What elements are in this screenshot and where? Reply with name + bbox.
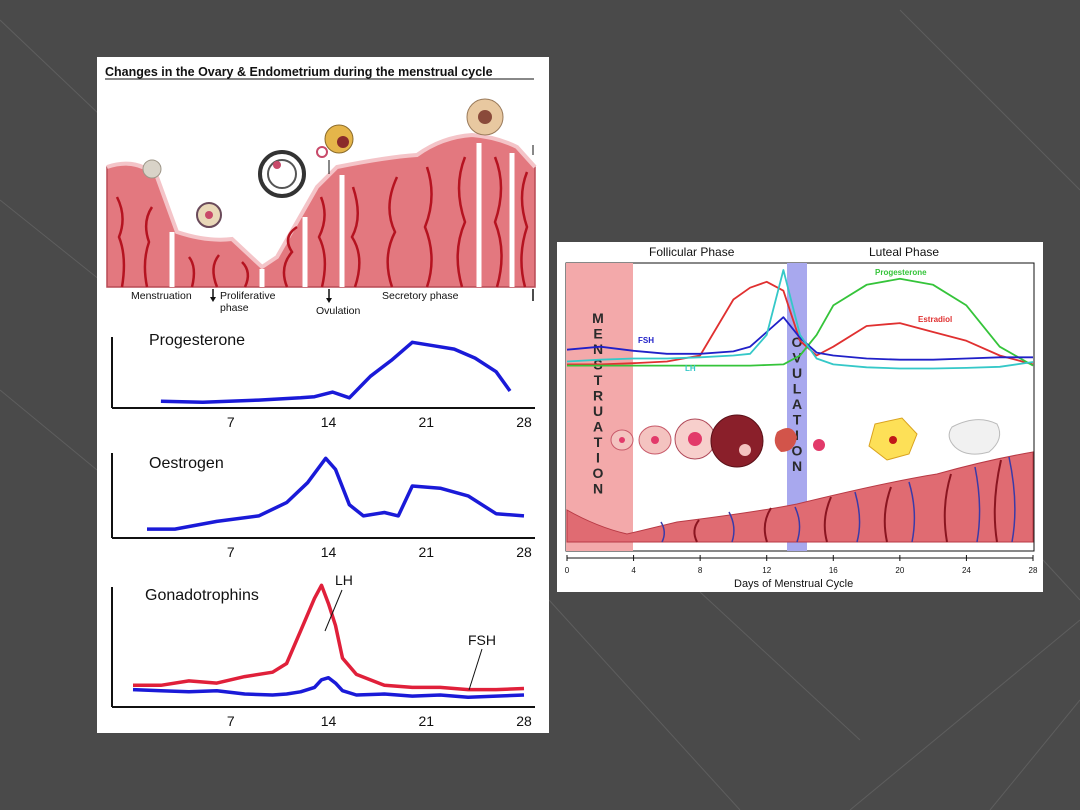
vertical-letter: M [592,310,604,326]
x-tick-label: 4 [631,566,636,575]
chart-title: Oestrogen [149,455,224,472]
x-tick-label: 7 [227,414,235,430]
vertical-letter: A [593,419,603,435]
progesterone-series-label: Progesterone [875,268,927,277]
oestrogen-chart: Oestrogen 7 14 21 28 [111,453,535,560]
vertical-letter: E [593,326,602,342]
gonadotrophins-chart: Gonadotrophins 7 14 21 28 LH FSH [111,572,535,729]
fsh-label: FSH [468,632,496,648]
progesterone-chart: Progesterone 7 14 21 28 [111,332,535,430]
proliferative-phase-label: phase [220,302,249,314]
vertical-letter: R [593,388,603,404]
vertical-letter: T [594,434,603,450]
estradiol-series-label: Estradiol [918,315,952,324]
vertical-letter: A [792,396,802,412]
series-line-lh [566,269,1034,370]
x-axis-ticks: 0 4 8 12 16 20 24 28 [565,555,1038,575]
vertical-letter: O [792,443,803,459]
x-tick-label: 28 [516,544,532,560]
luteal-phase-label: Luteal Phase [869,245,939,259]
x-tick-label: 7 [227,544,235,560]
endometrium-illustration [106,98,537,288]
x-tick-label: 28 [1029,566,1038,575]
vertical-letter: N [593,341,603,357]
vertical-letter: I [596,450,600,466]
secretory-label: Secretory phase [382,290,459,302]
series-line-lh [133,583,525,692]
endometrium-strip [566,451,1034,543]
vertical-letter: N [593,481,603,497]
vertical-letter: U [792,365,802,381]
series-line-oestrogen [147,456,525,531]
menstruation-band [566,263,633,551]
follicle-stages [610,414,1001,468]
chart-title: Gonadotrophins [145,587,259,604]
vertical-letter: O [593,465,604,481]
series-line-fsh [132,675,525,699]
x-tick-label: 14 [321,544,337,560]
x-tick-label: 24 [962,566,971,575]
proliferative-label: Proliferative [220,290,276,302]
x-tick-label: 20 [895,566,904,575]
x-tick-label: 12 [762,566,771,575]
x-tick-label: 7 [227,713,235,729]
chart-title: Progesterone [149,332,245,349]
phase-markers [210,145,534,303]
vertical-letter: N [792,458,802,474]
follicular-phase-label: Follicular Phase [649,245,735,259]
x-tick-label: 28 [516,414,532,430]
vertical-letter: O [792,334,803,350]
vertical-letter: T [793,412,802,428]
x-tick-label: 16 [829,566,838,575]
x-tick-label: 0 [565,566,570,575]
series-line-fsh [566,316,1033,361]
vertical-letter: U [593,403,603,419]
vertical-letter: T [594,372,603,388]
vertical-letter: L [793,381,802,397]
ovulation-label: Ovulation [316,305,361,317]
x-tick-label: 21 [418,713,434,729]
ovulation-band [787,263,807,551]
series-line-estradiol [567,280,1034,366]
series-line-progesterone [160,340,512,405]
x-axis-label: Days of Menstrual Cycle [734,578,853,590]
x-tick-label: 21 [418,544,434,560]
x-tick-label: 21 [418,414,434,430]
menstruation-label: Menstruation [131,290,192,302]
follicle-icons [142,98,504,228]
vertical-letter: I [795,427,799,443]
lh-series-label: LH [685,364,696,373]
series-line-progesterone [567,277,1034,367]
fsh-series-label: FSH [638,336,654,345]
diagram-title: Changes in the Ovary & Endometrium durin… [105,65,493,79]
ovary-endometrium-diagram: Changes in the Ovary & Endometrium durin… [97,57,549,733]
x-tick-label: 28 [516,713,532,729]
x-tick-label: 14 [321,414,337,430]
x-tick-label: 14 [321,713,337,729]
x-tick-label: 8 [698,566,703,575]
lh-label: LH [335,572,353,588]
